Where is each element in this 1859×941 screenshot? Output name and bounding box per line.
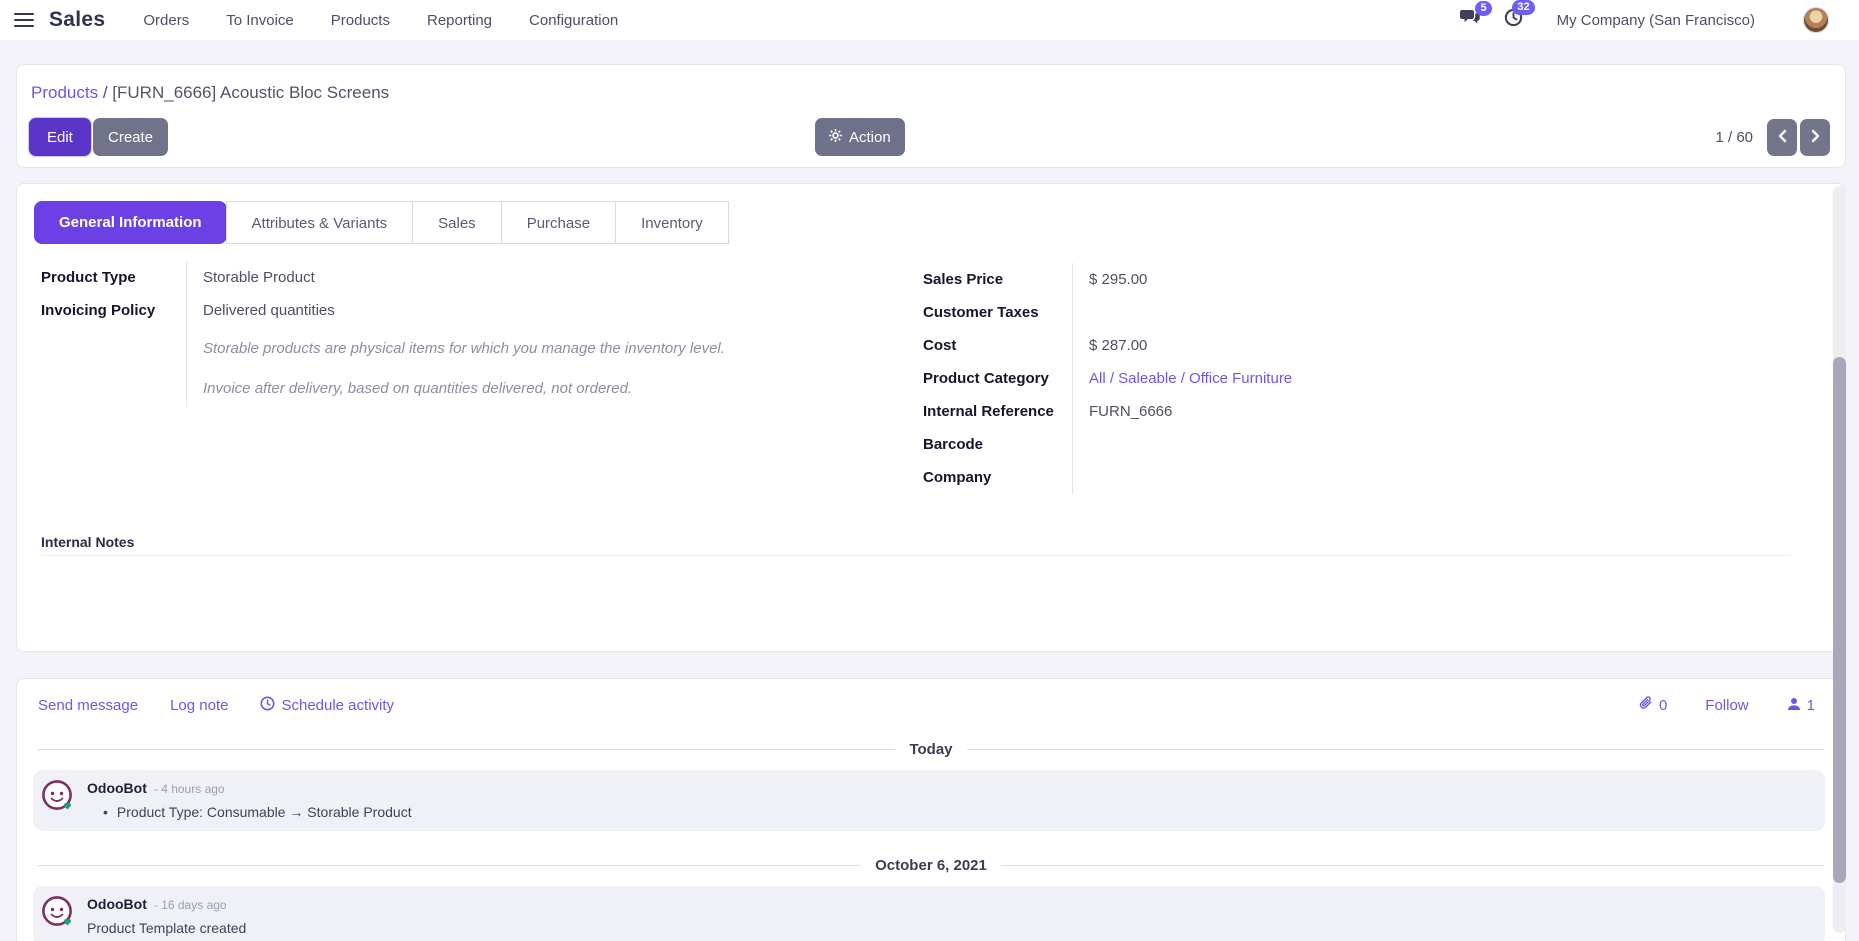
message-author[interactable]: OdooBot xyxy=(87,896,147,912)
left-field-group: Product Type Invoicing Policy Storable P… xyxy=(41,261,801,407)
pager-next-button[interactable] xyxy=(1800,119,1830,156)
breadcrumb-products-link[interactable]: Products xyxy=(31,83,99,102)
action-button-label: Action xyxy=(849,128,891,146)
tab-general-information[interactable]: General Information xyxy=(34,201,227,244)
menu-reporting[interactable]: Reporting xyxy=(426,11,493,29)
chatter-toolbar: Send message Log note Schedule activity … xyxy=(17,679,1845,715)
menu-orders[interactable]: Orders xyxy=(143,11,190,29)
schedule-activity-button[interactable]: Schedule activity xyxy=(260,696,394,715)
chatter-toolbar-right: 0 Follow 1 xyxy=(1638,696,1815,715)
message-body: Product Template created xyxy=(87,920,247,936)
control-panel: Products / [FURN_6666] Acoustic Bloc Scr… xyxy=(16,64,1846,168)
action-button[interactable]: Action xyxy=(815,118,905,156)
tab-purchase[interactable]: Purchase xyxy=(500,201,617,244)
pager-previous-button[interactable] xyxy=(1767,119,1797,156)
field-value-product-category-link[interactable]: All / Saleable / Office Furniture xyxy=(1089,370,1293,387)
odoobot-avatar xyxy=(40,895,74,929)
field-value-cost: $ 287.00 xyxy=(1089,337,1148,354)
help-text-invoicing: Invoice after delivery, based on quantit… xyxy=(203,380,633,397)
nav-menus: Orders To Invoice Products Reporting Con… xyxy=(143,12,618,29)
paperclip-icon xyxy=(1638,696,1653,715)
chatter-message[interactable]: OdooBot - 16 days ago Product Template c… xyxy=(33,886,1825,941)
field-label-cost: Cost xyxy=(923,337,957,354)
clock-icon xyxy=(260,696,275,715)
product-form-sheet: General Information Attributes & Variant… xyxy=(16,183,1846,652)
field-value-invoicing-policy: Delivered quantities xyxy=(203,302,335,319)
gear-icon xyxy=(829,128,842,146)
navbar-right: 5 32 My Company (San Francisco) xyxy=(1436,0,1845,33)
chat-bubbles-icon xyxy=(1459,9,1480,32)
date-divider-label: Today xyxy=(909,741,953,758)
field-label-invoicing-policy: Invoicing Policy xyxy=(41,302,156,319)
chatter-message[interactable]: OdooBot - 4 hours ago Product Type: Cons… xyxy=(33,770,1825,831)
field-label-internal-reference: Internal Reference xyxy=(923,403,1054,420)
internal-notes-divider xyxy=(41,555,1791,556)
tab-attributes-variants[interactable]: Attributes & Variants xyxy=(225,201,414,244)
send-message-button[interactable]: Send message xyxy=(38,697,139,714)
odoobot-avatar xyxy=(40,779,74,813)
menu-to-invoice[interactable]: To Invoice xyxy=(226,11,294,29)
right-field-group: Sales Price Customer Taxes Cost Product … xyxy=(923,263,1663,494)
field-label-barcode: Barcode xyxy=(923,436,984,453)
internal-notes-label: Internal Notes xyxy=(41,534,135,550)
attachments-count: 0 xyxy=(1658,697,1668,714)
field-label-sales-price: Sales Price xyxy=(923,271,1004,288)
messages-count-badge: 5 xyxy=(1475,0,1492,16)
field-value-sales-price: $ 295.00 xyxy=(1089,271,1148,288)
person-icon xyxy=(1787,697,1801,715)
message-author[interactable]: OdooBot xyxy=(87,780,147,796)
breadcrumb: Products / [FURN_6666] Acoustic Bloc Scr… xyxy=(31,83,389,103)
company-switcher[interactable]: My Company (San Francisco) xyxy=(1556,11,1755,29)
message-timestamp: - 16 days ago xyxy=(153,898,227,912)
tab-inventory[interactable]: Inventory xyxy=(615,201,729,244)
chevron-right-icon xyxy=(1810,129,1821,147)
tab-sales[interactable]: Sales xyxy=(412,201,502,244)
follow-button[interactable]: Follow xyxy=(1705,697,1749,714)
date-divider-october: October 6, 2021 xyxy=(38,857,1825,874)
create-button[interactable]: Create xyxy=(93,118,169,156)
chevron-left-icon xyxy=(1777,129,1788,147)
hamburger-menu-icon[interactable] xyxy=(14,12,34,28)
vertical-scrollbar-thumb[interactable] xyxy=(1833,357,1846,883)
activities-menu[interactable]: 32 xyxy=(1504,0,1535,32)
page-title: [FURN_6666] Acoustic Bloc Screens xyxy=(112,83,390,102)
menu-configuration[interactable]: Configuration xyxy=(529,11,619,29)
field-value-internal-reference: FURN_6666 xyxy=(1089,403,1173,420)
chatter-panel: Send message Log note Schedule activity … xyxy=(16,678,1846,941)
log-note-button[interactable]: Log note xyxy=(170,697,229,714)
notebook-tabs: General Information Attributes & Variant… xyxy=(34,201,729,244)
schedule-activity-label: Schedule activity xyxy=(281,697,395,714)
message-body: Product Type: Consumable → Storable Prod… xyxy=(87,804,1813,820)
followers-button[interactable]: 1 xyxy=(1787,697,1815,715)
field-value-product-type: Storable Product xyxy=(203,269,315,286)
messages-menu[interactable]: 5 xyxy=(1459,0,1492,32)
app-name[interactable]: Sales xyxy=(49,8,106,31)
help-text-storable: Storable products are physical items for… xyxy=(203,340,725,357)
breadcrumb-separator: / xyxy=(102,83,108,102)
pager-counter: 1 / 60 xyxy=(1715,128,1753,146)
activities-count-badge: 32 xyxy=(1512,0,1535,15)
attachments-button[interactable]: 0 xyxy=(1638,696,1667,715)
field-label-company: Company xyxy=(923,469,992,486)
field-label-customer-taxes: Customer Taxes xyxy=(923,304,1039,321)
field-label-product-category: Product Category xyxy=(923,370,1049,387)
message-timestamp: - 4 hours ago xyxy=(153,782,225,796)
top-navbar: Sales Orders To Invoice Products Reporti… xyxy=(0,0,1859,40)
date-divider-today: Today xyxy=(38,741,1824,758)
menu-products[interactable]: Products xyxy=(330,11,390,29)
followers-count: 1 xyxy=(1806,697,1815,714)
date-divider-label: October 6, 2021 xyxy=(875,857,987,874)
user-avatar[interactable] xyxy=(1803,7,1829,33)
edit-button[interactable]: Edit xyxy=(29,118,91,156)
message-content: OdooBot - 4 hours ago Product Type: Cons… xyxy=(87,779,1813,820)
field-label-product-type: Product Type xyxy=(41,269,136,286)
message-content: OdooBot - 16 days ago Product Template c… xyxy=(87,895,1813,936)
